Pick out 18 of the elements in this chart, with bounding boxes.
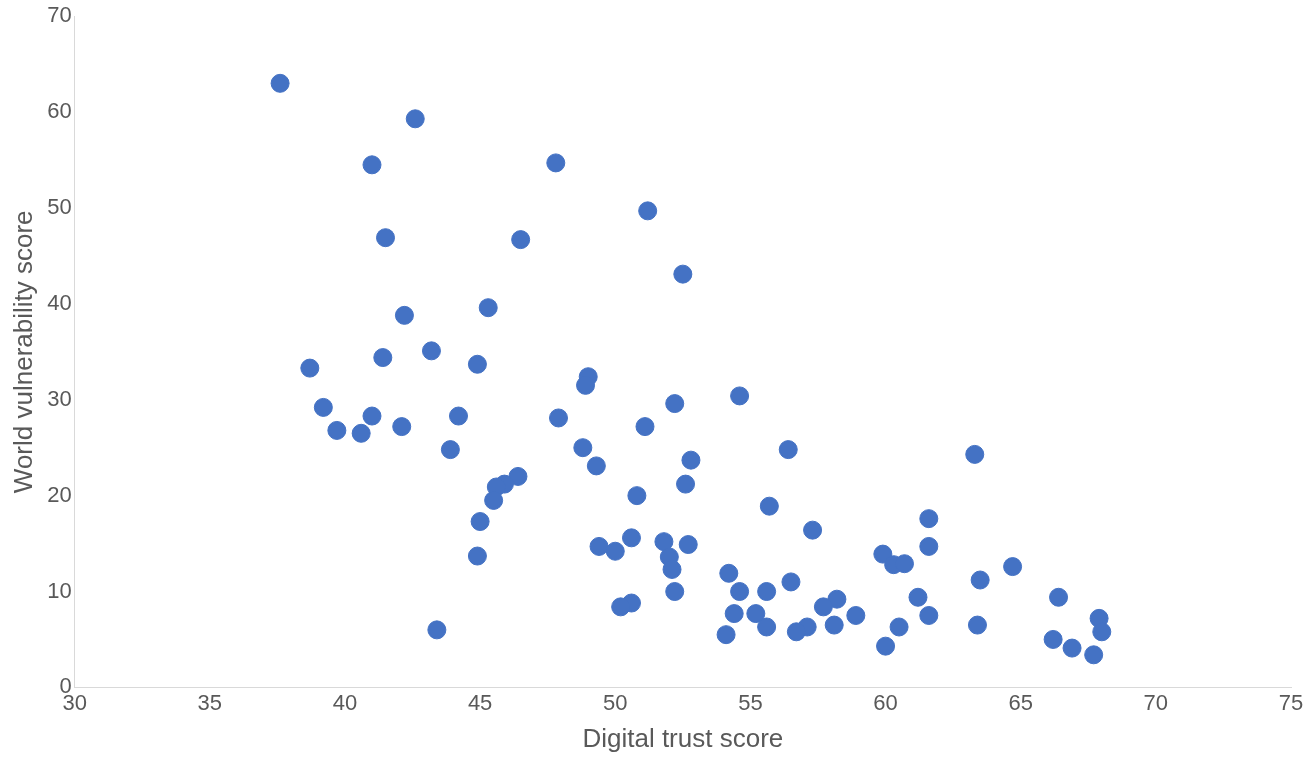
x-axis-title: Digital trust score [582, 722, 784, 753]
x-tick-label: 75 [1278, 689, 1304, 715]
y-tick-label: 10 [47, 577, 72, 603]
y-tick-label: 50 [47, 194, 72, 220]
y-tick-label: 30 [47, 385, 72, 411]
x-tick-label: 50 [603, 689, 628, 715]
x-tick-label: 55 [738, 689, 763, 715]
x-tick-label: 60 [873, 689, 898, 715]
x-tick-label: 35 [197, 689, 223, 715]
y-axis-title: World vulnerability score [7, 210, 38, 494]
y-tick-label: 70 [47, 2, 72, 28]
y-tick-label: 60 [47, 98, 72, 124]
y-tick-label: 40 [47, 289, 72, 315]
y-tick-label: 20 [47, 481, 72, 507]
x-tick-label: 65 [1008, 689, 1033, 715]
x-tick-label: 40 [332, 689, 358, 715]
x-tick-label: 70 [1143, 689, 1169, 715]
x-tick-label: 45 [467, 689, 493, 715]
